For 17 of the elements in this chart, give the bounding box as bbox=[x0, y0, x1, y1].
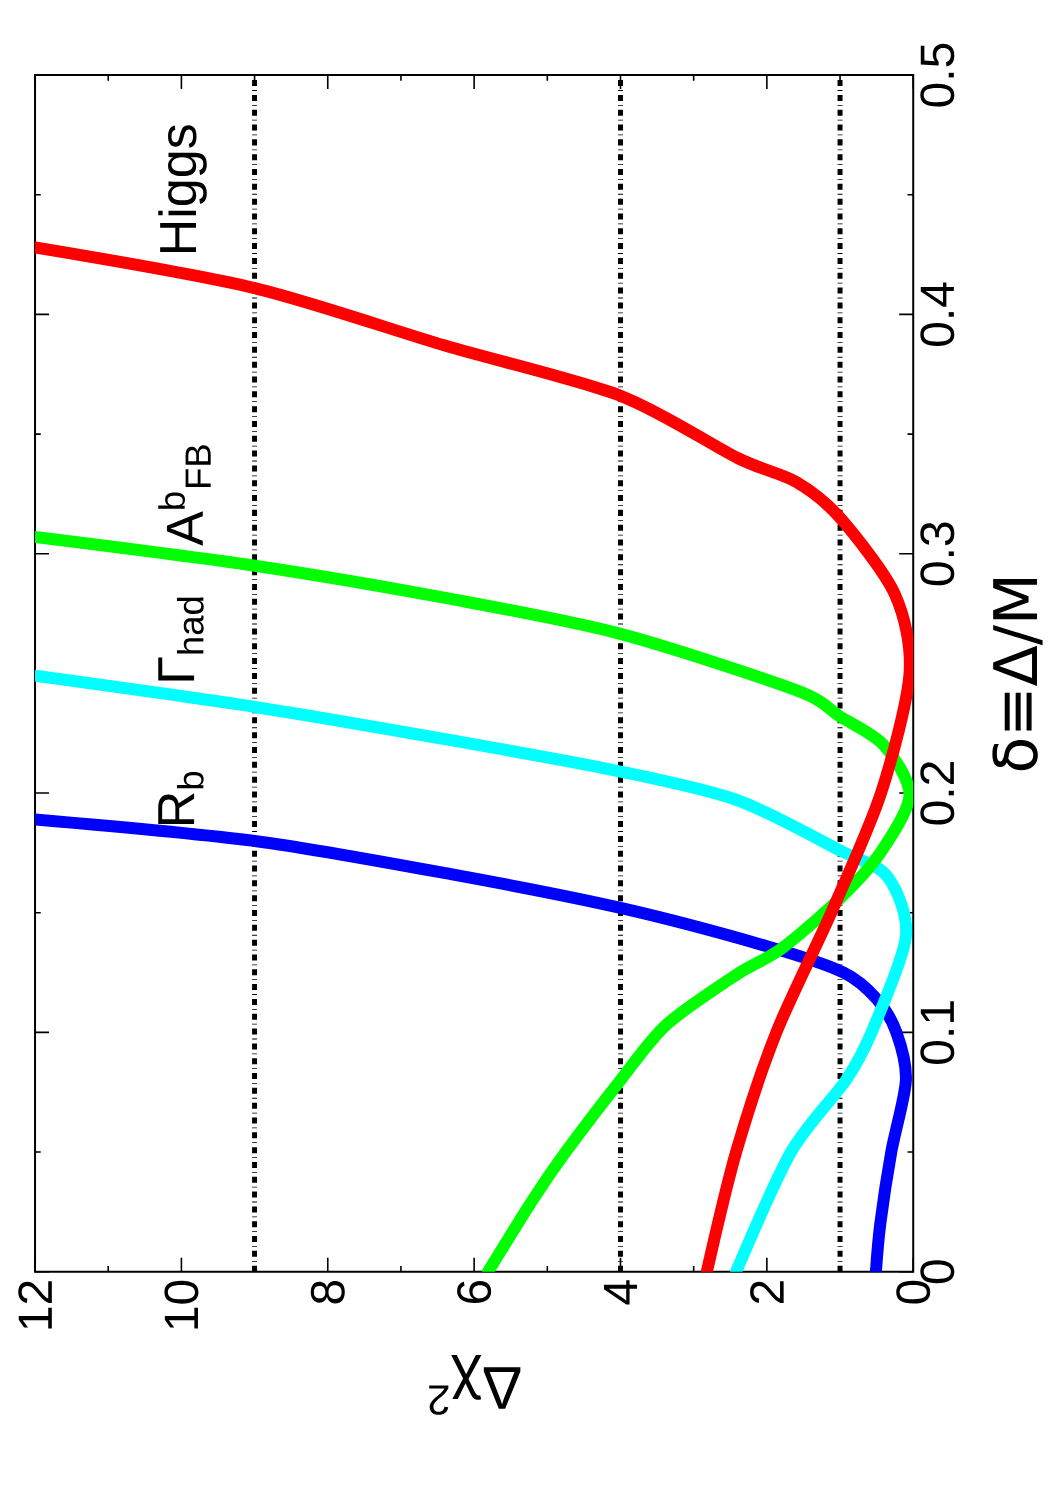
x-tick-label: 8 bbox=[310, 1280, 345, 1304]
x-axis-title: Δχ$^{2}$ bbox=[429, 1354, 521, 1415]
x-tick-label: 6 bbox=[456, 1280, 491, 1304]
y-tick-label: 0.2 bbox=[920, 762, 955, 825]
x-tick-label: 2 bbox=[749, 1281, 784, 1304]
y-tick-label: 0.1 bbox=[920, 1001, 955, 1064]
text: Γ$_{had}$ bbox=[158, 597, 204, 681]
x-tick-label: 12 bbox=[18, 1281, 52, 1329]
y-tick-label: 0.5 bbox=[920, 43, 955, 107]
text: A$^{b}$FB bbox=[158, 445, 211, 546]
x-tick-label: 10 bbox=[164, 1280, 199, 1329]
x-tick-label: 4 bbox=[603, 1280, 637, 1305]
text: R$_{b}$ bbox=[158, 772, 204, 825]
y-tick-label: 0.3 bbox=[920, 522, 955, 586]
y-axis-title: δ≡Δ/M bbox=[992, 579, 1043, 771]
y-tick-label: 0.4 bbox=[920, 282, 955, 346]
text: Higgs bbox=[158, 125, 207, 253]
